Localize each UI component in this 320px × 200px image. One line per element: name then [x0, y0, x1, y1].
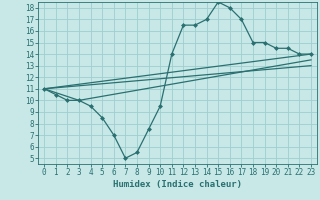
X-axis label: Humidex (Indice chaleur): Humidex (Indice chaleur): [113, 180, 242, 189]
